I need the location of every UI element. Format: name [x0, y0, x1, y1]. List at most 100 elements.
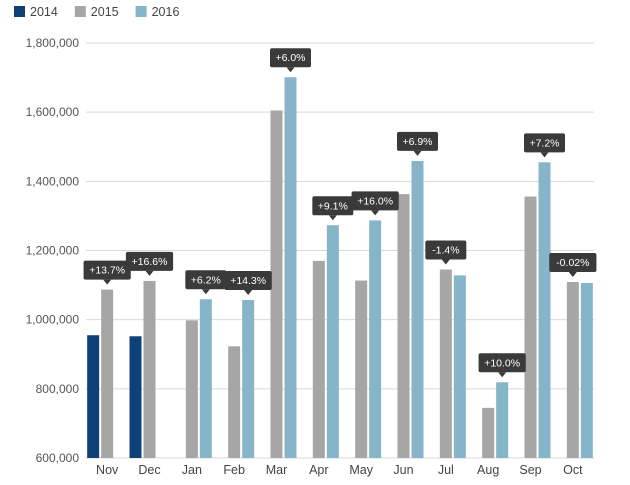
callout-pointer [371, 210, 380, 216]
x-tick-label: May [349, 463, 373, 477]
data-label: +6.2% [191, 274, 221, 286]
callout-box [478, 353, 526, 373]
x-tick-label: Jan [182, 463, 202, 477]
y-tick-label: 1,200,000 [26, 244, 80, 258]
x-tick-label: Sep [519, 463, 541, 477]
bar-2015-jan [185, 320, 198, 458]
data-label: +6.0% [275, 52, 305, 64]
legend: 2014 2015 2016 [14, 5, 179, 19]
callouts: +13.7% +16.6% +6.2% +14.3% +6.0% +9.1% +16.0% +… [83, 48, 597, 378]
callout-box [270, 48, 311, 68]
callout-box [83, 260, 131, 280]
callout-box [312, 196, 354, 216]
x-tick-label: Mar [266, 463, 288, 477]
bar-2016-apr [326, 225, 339, 458]
y-tick-label: 1,600,000 [26, 105, 80, 119]
callout: +7.2% [524, 133, 565, 158]
legend-item-2014: 2014 [14, 5, 58, 19]
bar-2015-dec [143, 280, 156, 458]
callout-box [125, 251, 174, 271]
callout: +16.6% [125, 251, 174, 276]
callout-pointer [201, 289, 210, 295]
bar-2015-oct [566, 281, 579, 458]
callout: +13.7% [83, 260, 131, 285]
callout-box [524, 133, 565, 153]
bar-2015-apr [312, 260, 325, 458]
bar-2014-dec [129, 336, 142, 458]
bar-2016-feb [242, 299, 255, 458]
callout: -1.4% [425, 240, 467, 265]
callout-box [397, 131, 438, 151]
callout-pointer [286, 67, 295, 73]
legend-swatch [135, 6, 147, 17]
bar-2016-may [369, 220, 382, 458]
legend-label: 2015 [91, 5, 119, 19]
data-label: +16.6% [132, 256, 168, 268]
bar-2016-sep [538, 162, 551, 458]
bar-2016-jun [411, 160, 424, 458]
data-label: +7.2% [529, 137, 559, 149]
data-label: -0.02% [556, 257, 589, 269]
callout-pointer [441, 259, 450, 265]
bar-2016-oct [580, 283, 593, 458]
callout: +10.0% [478, 353, 526, 378]
callout: +9.1% [312, 196, 354, 221]
bar-2015-jul [439, 269, 452, 458]
callout-box [224, 270, 272, 290]
bar-2015-nov [101, 289, 114, 458]
bar-2015-mar [270, 110, 283, 458]
gridlines [86, 42, 594, 459]
bar-2015-jun [397, 194, 410, 459]
callout: +16.0% [351, 191, 399, 216]
x-tick-label: Jul [438, 463, 454, 477]
callout: +6.9% [397, 131, 438, 156]
callout-box [185, 270, 227, 290]
x-tick-label: Apr [309, 463, 328, 477]
x-tick-label: Dec [138, 463, 160, 477]
callout-pointer [498, 372, 507, 378]
x-tick-label: Oct [563, 463, 583, 477]
x-tick-label: Aug [477, 463, 499, 477]
x-tick-label: Jun [393, 463, 413, 477]
data-label: +9.1% [318, 200, 348, 212]
callout-pointer [328, 215, 337, 221]
callout-pointer [568, 271, 577, 277]
callout-pointer [244, 289, 253, 295]
callout: -0.02% [549, 252, 597, 277]
data-label: +16.0% [357, 195, 393, 207]
callout-pointer [145, 270, 154, 276]
data-label: +14.3% [230, 275, 266, 287]
x-tick-label: Nov [96, 463, 119, 477]
callout: +14.3% [224, 270, 272, 295]
legend-swatch [74, 6, 86, 17]
y-tick-label: 1,400,000 [26, 174, 80, 188]
bar-2016-jul [453, 275, 466, 458]
bar-2016-aug [496, 382, 509, 458]
bars [87, 77, 593, 459]
callout-pointer [413, 150, 422, 156]
bar-2015-feb [228, 346, 241, 458]
y-tick-label: 1,800,000 [26, 36, 80, 50]
bar-2015-sep [524, 196, 537, 459]
bar-2016-mar [284, 77, 297, 459]
legend-label: 2014 [30, 5, 58, 19]
data-label: +6.9% [402, 136, 432, 148]
legend-item-2016: 2016 [135, 5, 180, 19]
callout-box [549, 252, 597, 272]
x-tick-label: Feb [223, 463, 245, 477]
bar-2014-nov [87, 335, 100, 458]
callout-pointer [540, 152, 549, 158]
data-label: -1.4% [432, 245, 459, 257]
y-tick-label: 800,000 [36, 382, 80, 396]
data-label: +13.7% [89, 265, 125, 277]
callout-box [425, 240, 467, 260]
bar-2015-aug [482, 407, 495, 458]
legend-label: 2016 [152, 5, 180, 19]
x-axis-labels: Nov Dec Jan Feb Mar Apr May Jun Jul Aug Sep Oct [96, 463, 583, 477]
callout: +6.0% [270, 48, 311, 73]
data-label: +10.0% [484, 357, 520, 369]
callout-pointer [103, 279, 112, 285]
y-tick-label: 600,000 [36, 451, 80, 465]
